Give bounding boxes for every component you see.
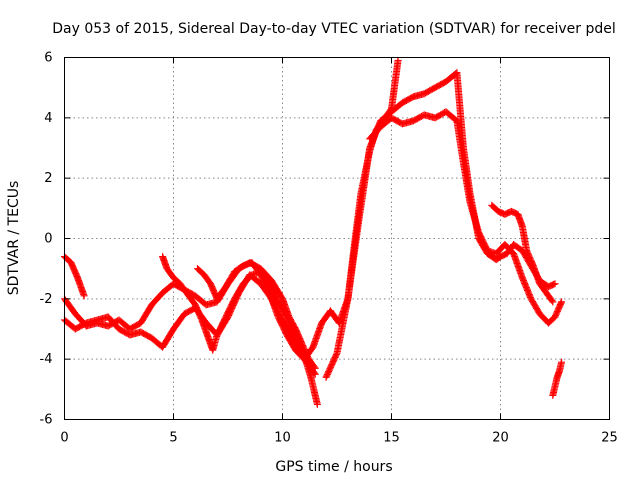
data-point [548, 297, 556, 305]
data-point [551, 280, 559, 288]
data-point [558, 358, 566, 366]
chart-title: Day 053 of 2015, Sidereal Day-to-day VTE… [52, 21, 616, 37]
data-point [80, 292, 88, 300]
y-axis-label: SDTVAR / TECUs [6, 181, 22, 296]
series-track-1 [61, 253, 88, 300]
x-axis-label: GPS time / hours [275, 459, 392, 475]
x-tick-label: 0 [60, 431, 68, 446]
y-tick-label: 2 [44, 171, 52, 186]
data-point [313, 400, 321, 408]
data-marks [61, 57, 566, 408]
data-point [550, 280, 558, 288]
y-tick-label: -4 [40, 352, 53, 367]
axis-ticks: 0 5 10 15 20 25 -6 -4 -2 0 2 4 6 [40, 51, 618, 446]
x-tick-label: 5 [169, 431, 177, 446]
y-tick-label: -6 [40, 413, 53, 428]
series-track-7 [366, 108, 566, 327]
data-point [394, 57, 402, 65]
data-point [332, 351, 340, 359]
x-tick-label: 25 [601, 431, 618, 446]
data-point [558, 298, 566, 306]
y-tick-label: 4 [44, 111, 52, 126]
y-tick-label: 6 [44, 51, 52, 66]
y-tick-label: 0 [44, 232, 52, 247]
x-tick-label: 20 [492, 431, 509, 446]
data-point [549, 298, 557, 306]
y-tick-label: -2 [40, 292, 53, 307]
series-track-8 [488, 201, 557, 306]
series-track-4 [159, 253, 321, 408]
series-track-9 [549, 358, 566, 399]
x-tick-label: 15 [383, 431, 400, 446]
x-tick-label: 10 [274, 431, 291, 446]
